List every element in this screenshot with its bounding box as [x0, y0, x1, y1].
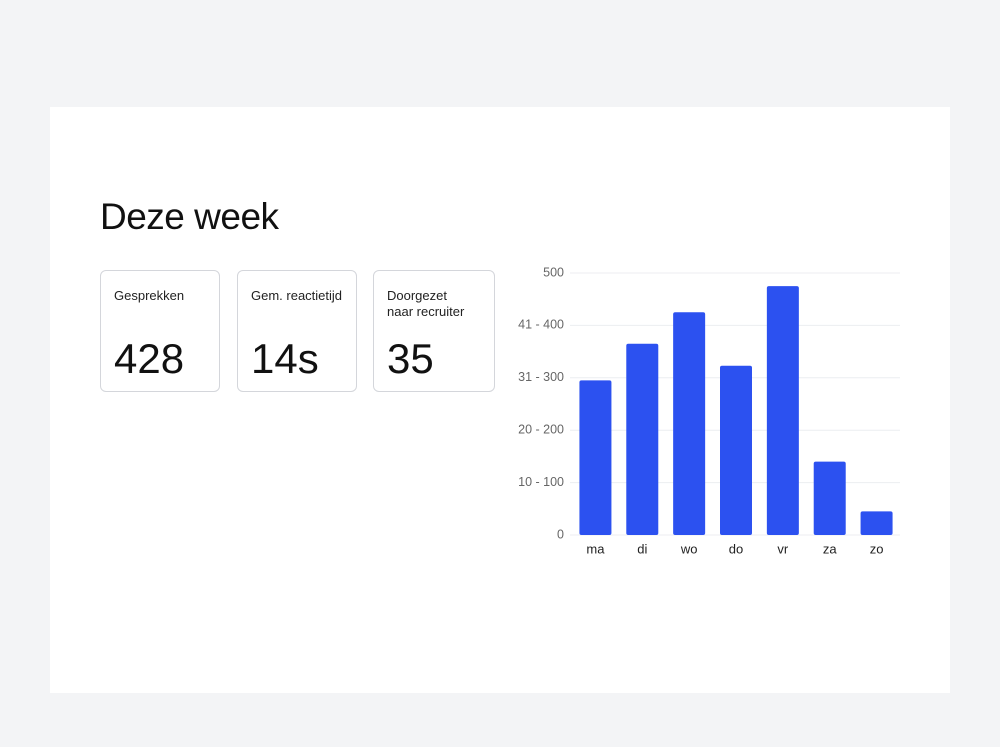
bar	[579, 380, 612, 535]
y-tick-label: 20 - 200	[518, 422, 564, 436]
kpi-label: Gesprekken	[114, 288, 185, 303]
x-tick-label: vr	[777, 541, 789, 556]
x-tick-label: di	[637, 541, 647, 556]
x-tick-label: za	[823, 541, 838, 556]
kpi-label: Doorgezet naar recruiter	[387, 288, 465, 319]
x-tick-label: zo	[870, 541, 884, 556]
x-tick-label: ma	[586, 541, 605, 556]
y-tick-label: 10 - 100	[518, 475, 564, 489]
kpi-value: 14s	[251, 335, 319, 382]
y-tick-label: 500	[543, 265, 564, 279]
kpi-value: 428	[114, 335, 185, 382]
y-tick-label: 41 - 400	[518, 318, 564, 332]
bar	[860, 511, 893, 535]
y-tick-label: 0	[557, 527, 564, 541]
x-tick-label: wo	[680, 541, 698, 556]
bar	[626, 343, 659, 535]
kpi-card: Doorgezet naar recruiter 35	[373, 270, 495, 392]
kpi-label: Gem. reactietijd	[251, 288, 343, 303]
y-tick-label: 31 - 300	[518, 370, 564, 384]
kpi-value: 35	[387, 335, 434, 382]
page-title: Deze week	[100, 196, 279, 237]
kpi-card: Gem. reactietijd 14s	[237, 270, 357, 392]
bar	[813, 461, 846, 535]
bar	[766, 286, 799, 535]
card	[50, 107, 950, 693]
bar	[720, 365, 752, 535]
bar	[673, 312, 706, 535]
x-tick-label: do	[729, 541, 743, 556]
kpi-card: Gesprekken 428	[100, 270, 220, 392]
